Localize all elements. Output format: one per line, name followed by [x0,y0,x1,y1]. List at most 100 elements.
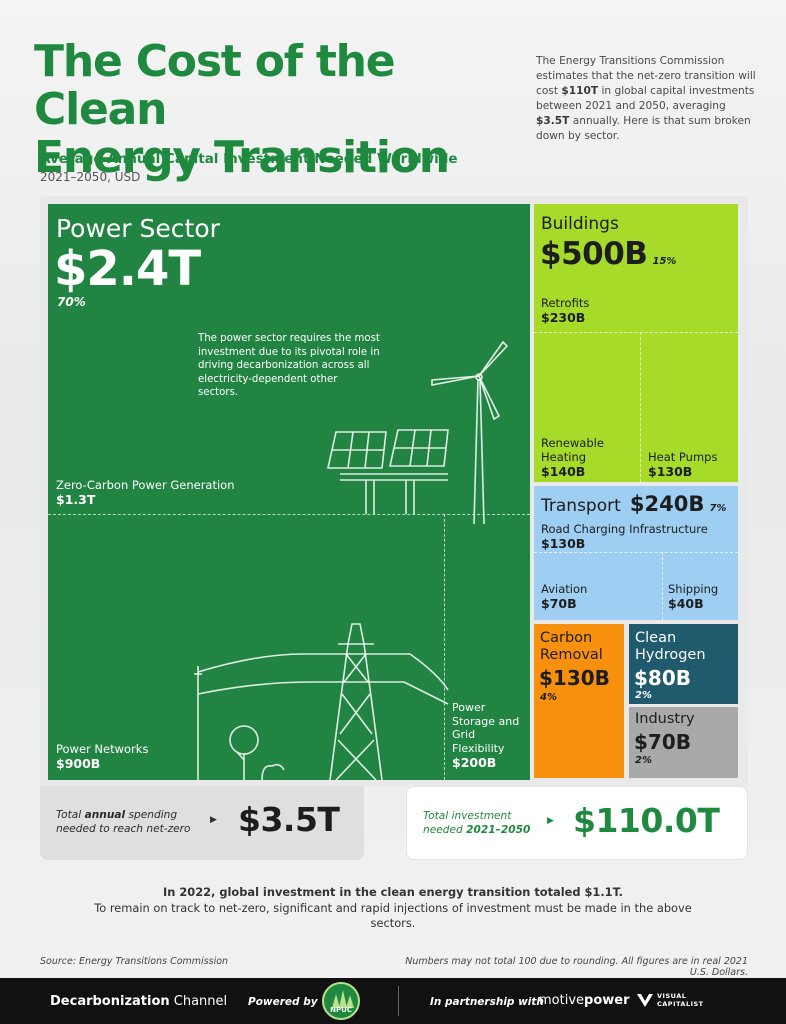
clean-hydrogen-share: 2% [635,690,652,701]
partnership-label: In partnership with [430,996,544,1008]
subsector-name: Aviation [541,582,588,596]
label-part: Total investment needed [423,810,512,836]
subsector-zero-carbon: Zero-Carbon Power Generation $1.3T [56,478,235,507]
npuc-logo[interactable] [322,982,360,1020]
intro-part-3: annually. Here is that sum broken down b… [536,115,751,142]
power-part: power [584,993,630,1008]
footer-divider [398,986,399,1016]
title-line-1: The Cost of the Clean [34,36,396,135]
title-line-2: Energy Transition [34,132,450,183]
carbon-removal-name: Carbon Removal [540,630,603,663]
total-investment-box: Total investment needed 2021–2050 ▶ $110… [406,786,748,860]
power-sector-share: 70% [57,295,86,309]
buildings-divider-vertical [640,332,641,482]
buildings-share: 15% [652,256,677,267]
power-divider-horizontal [48,514,530,515]
source-note: Source: Energy Transitions Commission [40,956,229,967]
page-title: The Cost of the Clean Energy Transition [34,38,514,182]
arrow-right-icon: ▶ [547,816,554,826]
subsector-value: $40B [668,596,704,611]
vc-line-2: CAPITALIST [657,1000,704,1008]
clean-hydrogen-value: $80B [634,666,691,690]
subsector-value: $130B [541,536,586,551]
subsector-name: Power Networks [56,742,149,756]
subsector-power-storage: Power Storage and Grid Flexibility $200B [452,701,522,770]
subsector-power-networks: Power Networks $900B [56,742,148,771]
tile-industry: Industry $70B 2% [629,707,738,778]
subsector-value: $140B [541,464,586,479]
tile-carbon-removal: Carbon Removal $130B 4% [534,624,624,778]
transport-value: $240B [629,492,705,516]
subsector-name: Renewable Heating [541,436,604,464]
tile-clean-hydrogen: Clean Hydrogen $80B 2% [629,624,738,704]
total-annual-value: $3.5T [238,800,340,839]
transmission-tower-icon [194,623,449,780]
chart-period: 2021–2050, USD [40,170,141,184]
industry-share: 2% [635,755,652,766]
clean-hydrogen-name: Clean Hydrogen [635,630,706,663]
tree-icon [332,990,354,1008]
tile-buildings: Buildings $500B 15% Retrofits $230B Rene… [534,204,738,482]
transport-share: 7% [709,503,727,514]
subsector-value: $70B [541,596,577,611]
subsector-name: Retrofits [541,296,590,310]
transport-name: Transport [541,496,621,516]
industry-name: Industry [635,711,695,727]
footer-bar: Decarbonization Channel Powered by NPUC … [0,978,786,1024]
subsector-name: Heat Pumps [648,450,718,464]
intro-part-2: in global capital investments between 20… [536,85,755,112]
motive-part: motive [539,993,585,1008]
subsector-renewable-heating: Renewable Heating $140B [541,436,621,479]
rounding-note: Numbers may not total 100 due to roundin… [405,956,748,978]
wind-turbine-icon [431,340,509,525]
buildings-value: $500B [540,236,648,272]
subsector-shipping: Shipping $40B [668,582,718,611]
footnote-line-1: In 2022, global investment in the clean … [163,885,623,899]
chart-subtitle: Average Annual Capital Investment Needed… [40,151,458,167]
intro-text: The Energy Transitions Commission estima… [536,54,758,144]
subsector-name: Power Storage and Grid Flexibility [452,701,520,755]
subsector-value: $900B [56,756,101,771]
brand-rest: Channel [169,994,228,1009]
subsector-value: $130B [648,464,693,479]
transport-divider-horizontal [534,552,738,553]
total-annual-label: Total annual spending needed to reach ne… [56,808,216,836]
label-part: Total [56,809,85,821]
total-annual-box: Total annual spending needed to reach ne… [40,786,364,860]
decarbonization-channel-logo[interactable]: Decarbonization Channel [50,994,227,1009]
buildings-value-row: $500B 15% [540,236,676,272]
brand-bold: Decarbonization [50,994,170,1009]
footnote: In 2022, global investment in the clean … [80,885,706,932]
subsector-name: Shipping [668,582,719,596]
treemap-chart: Power Sector $2.4T 70% The power sector … [40,196,748,786]
label-bold: 2021–2050 [466,824,531,836]
power-divider-vertical [444,514,445,780]
carbon-removal-value: $130B [539,666,610,690]
intro-bold-2: $3.5T [536,115,570,127]
visual-capitalist-icon [637,994,653,1007]
motive-power-logo[interactable]: motivepower [539,993,630,1008]
tile-power-sector: Power Sector $2.4T 70% The power sector … [48,204,530,780]
tile-transport: Transport $240B 7% Road Charging Infrast… [534,486,738,620]
power-sector-value: $2.4T [54,241,201,297]
subsector-value: $200B [452,755,497,770]
npuc-label: NPUC [330,1006,352,1014]
label-bold: annual [84,809,126,821]
power-sector-name: Power Sector [56,214,220,243]
subsector-value: $1.3T [56,492,96,507]
subsector-aviation: Aviation $70B [541,582,587,611]
vc-line-1: VISUAL [657,992,687,1000]
tree-icon [229,725,285,780]
visual-capitalist-logo[interactable]: VISUAL CAPITALIST [657,992,704,1008]
transport-divider-vertical [662,552,663,620]
buildings-divider-horizontal [534,332,738,333]
buildings-name: Buildings [541,214,619,234]
subsector-value: $230B [541,310,586,325]
solar-panel-icon [327,429,449,514]
intro-part-1: The Energy Transitions Commission estima… [536,55,756,97]
arrow-right-icon: ▶ [210,815,217,825]
footnote-line-2: To remain on track to net-zero, signific… [94,900,692,931]
transport-header: Transport $240B 7% [541,492,726,516]
total-investment-value: $110.0T [573,801,720,840]
subsector-retrofits: Retrofits $230B [541,296,589,325]
